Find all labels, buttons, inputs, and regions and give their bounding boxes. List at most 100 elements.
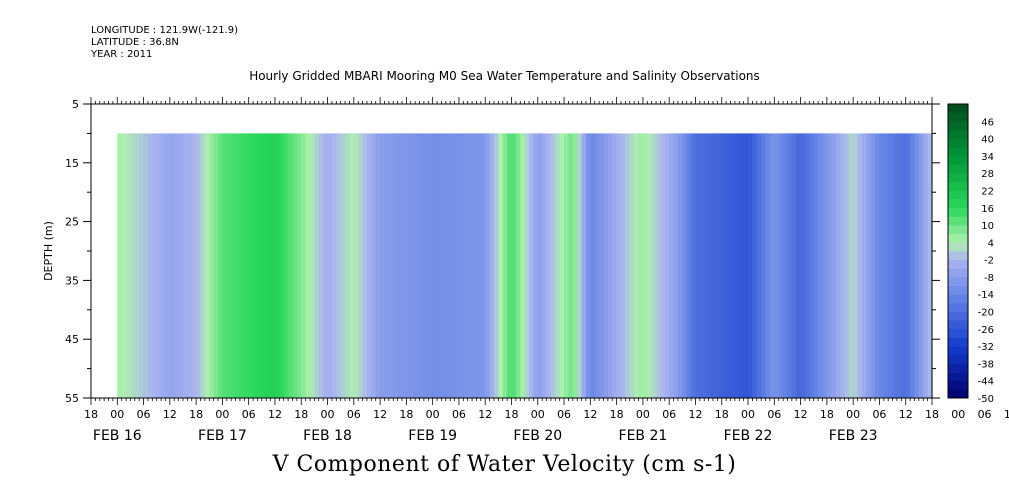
heatmap-cell xyxy=(914,133,920,398)
x-hour-label: 00 xyxy=(741,408,755,421)
heatmap-cell xyxy=(480,133,486,398)
heatmap-cell xyxy=(340,133,346,398)
heatmap-cell xyxy=(323,133,329,398)
heatmap-cell xyxy=(607,133,613,398)
heatmap-cell xyxy=(463,133,469,398)
heatmap-cell xyxy=(783,133,789,398)
heatmap-cell xyxy=(756,133,762,398)
x-hour-label: 06 xyxy=(978,408,992,421)
colorbar-label: 10 xyxy=(981,221,994,232)
heatmap-cell xyxy=(818,133,824,398)
heatmap-cell xyxy=(305,133,311,398)
heatmap-cell xyxy=(822,133,828,398)
x-hour-label: 06 xyxy=(242,408,256,421)
heatmap-cell xyxy=(345,133,351,398)
heatmap-cell xyxy=(349,133,355,398)
colorbar-cell xyxy=(948,354,968,364)
colorbar-cell xyxy=(948,372,968,382)
heatmap-cell xyxy=(682,133,688,398)
heatmap-cell xyxy=(555,133,561,398)
heatmap-cell xyxy=(476,133,482,398)
colorbar-cell xyxy=(948,320,968,330)
heatmap-cell xyxy=(169,133,175,398)
heatmap-cell xyxy=(279,133,285,398)
heatmap-cell xyxy=(358,133,364,398)
heatmap-cell xyxy=(213,133,219,398)
heatmap-cell xyxy=(165,133,171,398)
heatmap-cell xyxy=(809,133,815,398)
colorbar-cell xyxy=(948,346,968,356)
colorbar-cell xyxy=(948,121,968,131)
heatmap-cell xyxy=(542,133,548,398)
heatmap-cell xyxy=(739,133,745,398)
x-hour-label: 12 xyxy=(478,408,492,421)
x-hour-label: 00 xyxy=(636,408,650,421)
heatmap-cell xyxy=(441,133,447,398)
y-tick-label: 15 xyxy=(65,157,79,170)
heatmap-cell xyxy=(161,133,167,398)
colorbar-label: 40 xyxy=(981,135,994,146)
heatmap-cell xyxy=(401,133,407,398)
heatmap-cell xyxy=(883,133,889,398)
x-hour-label: 06 xyxy=(872,408,886,421)
colorbar-cell xyxy=(948,138,968,148)
heatmap-cell xyxy=(397,133,403,398)
chart-title: Hourly Gridded MBARI Mooring M0 Sea Wate… xyxy=(249,69,760,83)
heatmap-cell xyxy=(314,133,320,398)
colorbar-cell xyxy=(948,242,968,252)
heatmap-cell xyxy=(691,133,697,398)
heatmap-cell xyxy=(511,133,517,398)
x-hour-label: 00 xyxy=(951,408,965,421)
heatmap-cell xyxy=(612,133,618,398)
colorbar-label: 16 xyxy=(981,204,994,215)
colorbar-cell xyxy=(948,363,968,373)
heatmap-cell xyxy=(734,133,740,398)
colorbar-label: -32 xyxy=(978,342,994,353)
heatmap-cell xyxy=(840,133,845,398)
colorbar-cell xyxy=(948,155,968,165)
heatmap-cell xyxy=(301,133,307,398)
y-axis-title: DEPTH (m) xyxy=(42,221,55,281)
x-hour-label: 06 xyxy=(452,408,466,421)
heatmap-cell xyxy=(152,133,158,398)
heatmap-cell xyxy=(257,133,263,398)
colorbar-cell xyxy=(948,225,968,235)
colorbar-cell xyxy=(948,173,968,183)
x-hour-label: 18 xyxy=(399,408,413,421)
heatmap-cell xyxy=(721,133,727,398)
heatmap-cell xyxy=(752,133,758,398)
heatmap-cell xyxy=(218,133,224,398)
heatmap-cell xyxy=(765,133,771,398)
colorbar-cell xyxy=(948,181,968,191)
heatmap-cell xyxy=(651,133,657,398)
colorbar-frame xyxy=(947,103,969,399)
heatmap-cell xyxy=(445,133,451,398)
heatmap-cell xyxy=(730,133,736,398)
colorbar-cell xyxy=(948,216,968,226)
colorbar-label: 28 xyxy=(981,169,994,180)
heatmap-cell xyxy=(507,133,513,398)
heatmap-cell xyxy=(564,133,570,398)
heatmap-cell xyxy=(769,133,775,398)
heatmap-cell xyxy=(283,133,289,398)
heatmap-cell xyxy=(660,133,666,398)
y-tick-label: 35 xyxy=(65,274,79,287)
heatmap-cell xyxy=(143,133,149,398)
heatmap-cell xyxy=(380,133,386,398)
heatmap-cell xyxy=(704,133,710,398)
colorbar-label: 4 xyxy=(988,238,994,249)
heatmap-cell xyxy=(270,133,276,398)
heatmap-cell xyxy=(927,133,933,398)
x-hour-label: 12 xyxy=(794,408,808,421)
heatmap-cell xyxy=(174,133,180,398)
x-hour-label: 12 xyxy=(1004,408,1009,421)
heatmap-cell xyxy=(191,133,197,398)
x-date-label: FEB 20 xyxy=(513,428,562,444)
heatmap-cell xyxy=(804,133,810,398)
heatmap-cell xyxy=(559,133,565,398)
heatmap-cell xyxy=(568,133,574,398)
y-tick-label: 55 xyxy=(65,392,79,405)
heatmap-cell xyxy=(261,133,267,398)
colorbar-cell xyxy=(948,268,968,278)
heatmap-cell xyxy=(296,133,302,398)
